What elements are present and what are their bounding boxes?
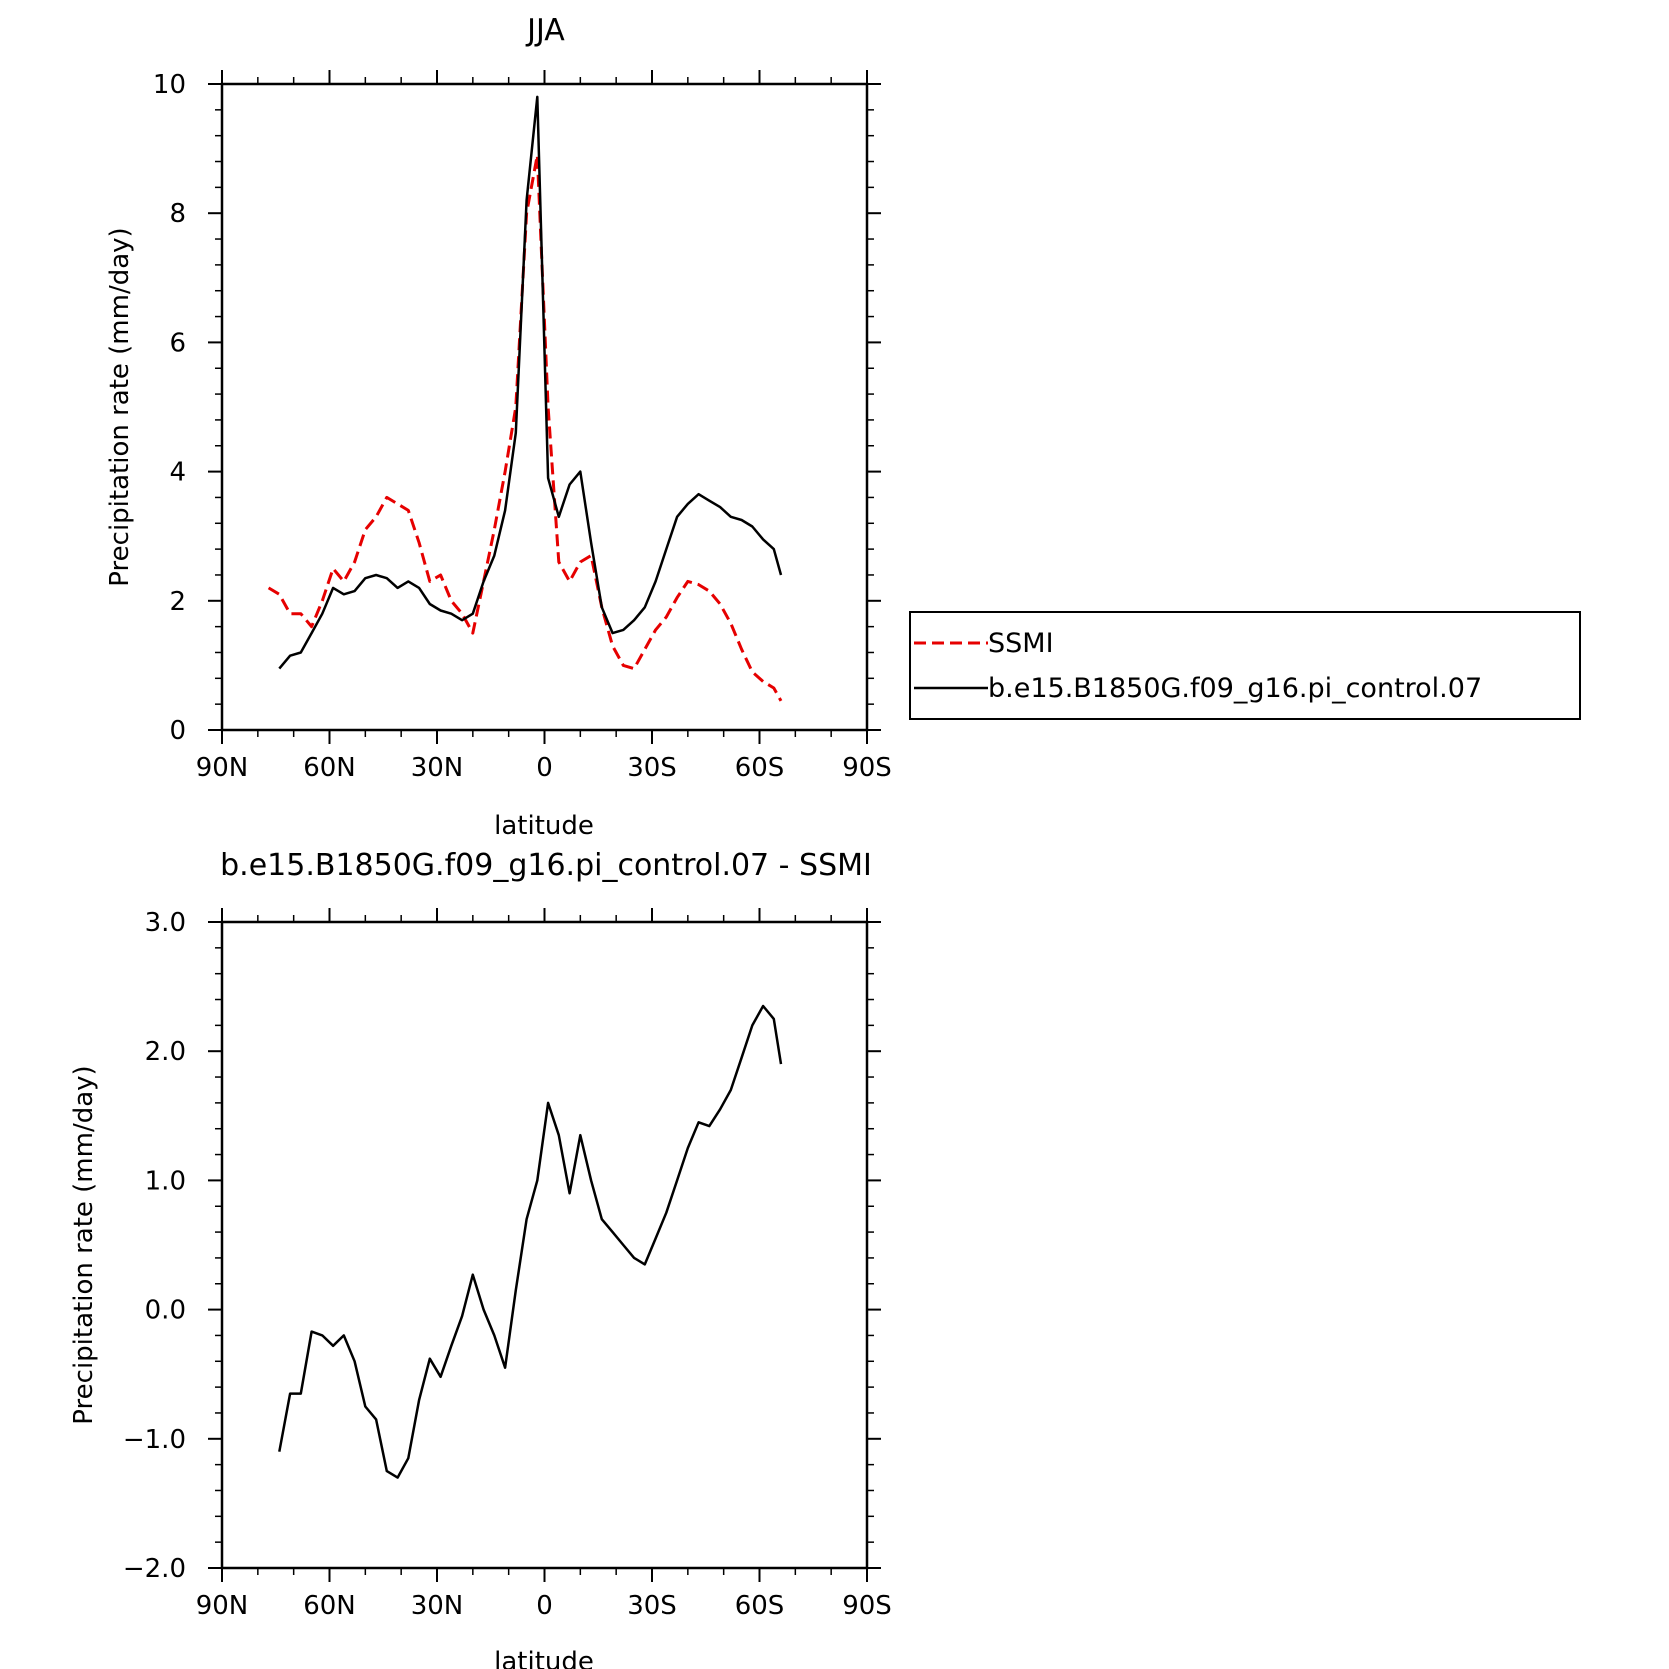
y-tick-label: 2 bbox=[169, 587, 186, 617]
plot-title: JJA bbox=[525, 13, 565, 48]
legend-label-model: b.e15.B1850G.f09_g16.pi_control.07 bbox=[988, 673, 1482, 704]
x-tick-label: 30N bbox=[411, 753, 464, 783]
x-tick-label: 60S bbox=[735, 1591, 785, 1621]
y-tick-label: 1.0 bbox=[145, 1166, 186, 1196]
legend: SSMI b.e15.B1850G.f09_g16.pi_control.07 bbox=[909, 611, 1581, 720]
x-tick-label: 60N bbox=[303, 1591, 356, 1621]
x-tick-labels: 90N 60N 30N 0 30S 60S 90S bbox=[196, 1591, 892, 1621]
x-tick-label: 90N bbox=[196, 1591, 249, 1621]
x-tick-labels: 90N 60N 30N 0 30S 60S 90S bbox=[196, 753, 892, 783]
tick-marks bbox=[208, 70, 881, 744]
x-tick-label: 30N bbox=[411, 1591, 464, 1621]
series-group bbox=[267, 95, 783, 702]
panel-difference: b.e15.B1850G.f09_g16.pi_control.07 - SSM… bbox=[69, 848, 892, 1669]
legend-label-ssmi: SSMI bbox=[988, 628, 1054, 659]
y-tick-label: 10 bbox=[153, 70, 186, 100]
y-tick-labels: 0 2 4 6 8 10 bbox=[153, 70, 186, 746]
series-line-model bbox=[278, 95, 783, 670]
y-tick-label: 0.0 bbox=[145, 1296, 186, 1326]
y-tick-label: −2.0 bbox=[123, 1554, 186, 1584]
x-tick-label: 30S bbox=[627, 1591, 677, 1621]
x-tick-label: 60N bbox=[303, 753, 356, 783]
x-tick-label: 0 bbox=[536, 753, 553, 783]
y-tick-label: 0 bbox=[169, 716, 186, 746]
y-tick-label: 4 bbox=[169, 458, 186, 488]
y-tick-label: −1.0 bbox=[123, 1425, 186, 1455]
x-tick-label: 90S bbox=[842, 1591, 892, 1621]
y-tick-label: 3.0 bbox=[145, 908, 186, 938]
tick-marks bbox=[208, 908, 881, 1582]
x-tick-label: 90S bbox=[842, 753, 892, 783]
x-tick-label: 60S bbox=[735, 753, 785, 783]
series-group bbox=[278, 1004, 783, 1479]
x-axis-title: latitude bbox=[494, 1647, 594, 1669]
plot-title: b.e15.B1850G.f09_g16.pi_control.07 - SSM… bbox=[220, 848, 872, 883]
y-tick-label: 8 bbox=[169, 199, 186, 229]
y-tick-labels: −2.0 −1.0 0.0 1.0 2.0 3.0 bbox=[123, 908, 186, 1584]
x-tick-label: 90N bbox=[196, 753, 249, 783]
x-tick-label: 30S bbox=[627, 753, 677, 783]
series-line-difference bbox=[278, 1004, 783, 1479]
y-tick-label: 2.0 bbox=[145, 1037, 186, 1067]
legend-box bbox=[909, 611, 1581, 720]
y-tick-label: 6 bbox=[169, 328, 186, 358]
y-axis-title: Precipitation rate (mm/day) bbox=[105, 227, 135, 586]
panel-climatology: JJA 90N 60N 30N 0 30S 60S 90S 0 2 4 6 8 10 latitude… bbox=[105, 13, 1581, 841]
x-axis-title: latitude bbox=[494, 811, 594, 841]
plot-frame bbox=[220, 82, 869, 732]
x-tick-label: 0 bbox=[536, 1591, 553, 1621]
plot-frame bbox=[220, 920, 869, 1570]
y-axis-title: Precipitation rate (mm/day) bbox=[69, 1065, 99, 1424]
